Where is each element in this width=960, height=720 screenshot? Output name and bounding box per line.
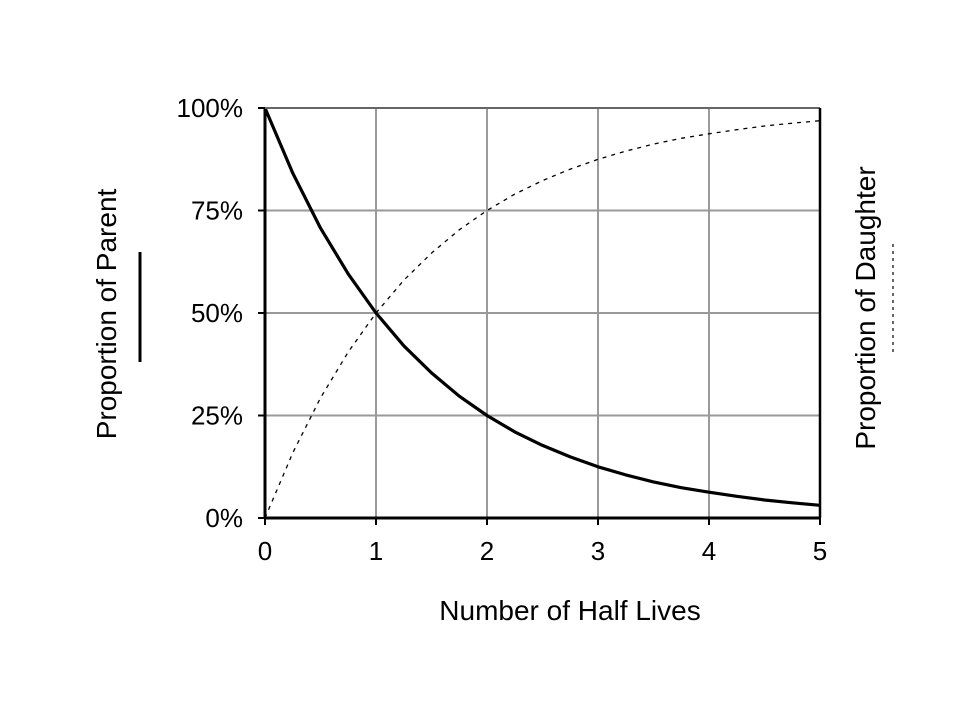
- x-tick-label: 4: [702, 536, 716, 566]
- series-parent-line: [263, 107, 821, 507]
- series-layer: [263, 107, 821, 519]
- y-tick-label: 50%: [191, 298, 243, 328]
- tick-labels: 0 1 2 3 4 50%25%50%75%100%: [177, 93, 828, 566]
- y-tick-label: 75%: [191, 196, 243, 226]
- y-tick-label: 100%: [177, 93, 244, 123]
- y-tick-label: 0%: [205, 503, 243, 533]
- y-axis-right-title: Proportion of Daughter: [850, 166, 881, 449]
- y-axis-left-title: Proportion of Parent: [91, 188, 122, 439]
- y-tick-label: 25%: [191, 401, 243, 431]
- grid: [265, 108, 820, 518]
- x-tick-label: 2: [480, 536, 494, 566]
- x-tick-label: 1: [369, 536, 383, 566]
- x-tick-label: 5: [813, 536, 827, 566]
- series-daughter-line: [264, 120, 821, 519]
- x-axis-title: Number of Half Lives: [439, 595, 700, 626]
- x-tick-label: 0: [258, 536, 272, 566]
- x-tick-label: 3: [591, 536, 605, 566]
